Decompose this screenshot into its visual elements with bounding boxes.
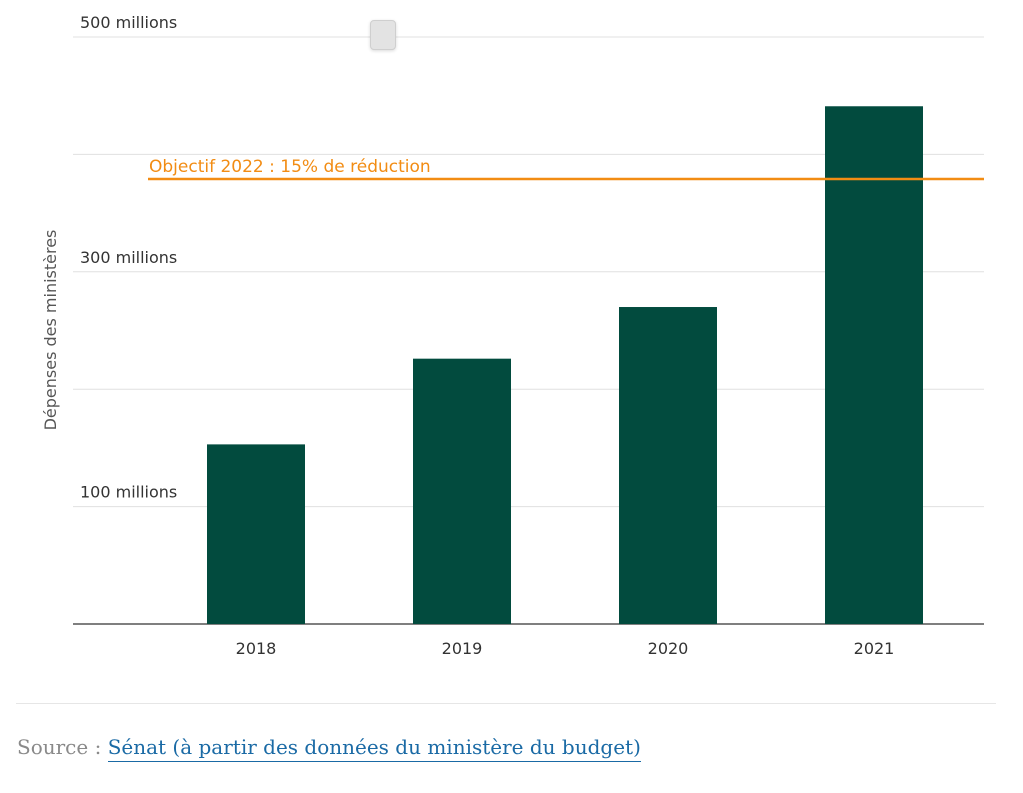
y-tick-label: 300 millions [80,248,177,267]
bar-2021 [825,106,923,625]
divider [16,703,996,704]
x-tick-label: 2021 [854,639,895,658]
y-tick-label: 500 millions [80,13,177,32]
target-line-label: Objectif 2022 : 15% de réduction [149,157,431,177]
bar-2020 [619,307,717,624]
chart-svg: Objectif 2022 : 15% de réduction 100 mil… [41,13,984,658]
x-tick-label: 2020 [648,639,689,658]
y-axis-title: Dépenses des ministères [41,230,60,431]
source-prefix: Source : [17,735,108,759]
source-note: Source : Sénat (à partir des données du … [17,735,641,762]
source-link[interactable]: Sénat (à partir des données du ministère… [107,735,641,762]
x-tick-label: 2018 [236,639,277,658]
x-tick-label: 2019 [442,639,483,658]
range-slider-handle[interactable] [370,20,396,50]
y-tick-label: 100 millions [80,483,177,502]
bar-2019 [413,358,511,624]
chart: Objectif 2022 : 15% de réduction 100 mil… [41,13,984,658]
bar-2018 [207,444,305,624]
